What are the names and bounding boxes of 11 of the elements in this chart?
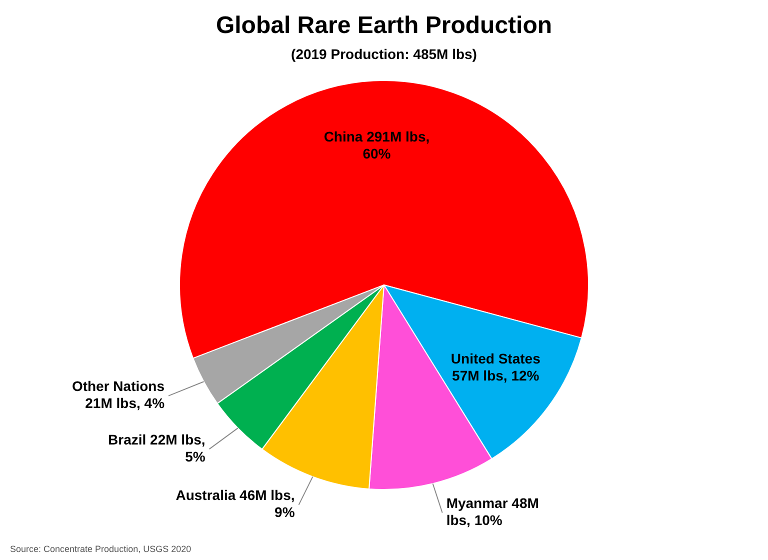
data-label: 57M lbs, 12% xyxy=(452,367,540,384)
chart-title: Global Rare Earth Production xyxy=(214,12,554,40)
slice-label: United States xyxy=(450,350,541,366)
slice-label: Brazil 22M lbs, 5% xyxy=(108,431,206,464)
data-label: 21M lbs, 4% xyxy=(85,395,166,412)
chart-subtitle: (2019 Production: 485M lbs) xyxy=(290,46,478,62)
slice-label: China 291M lbs, 60% xyxy=(324,128,430,162)
slice-label: Australia 46M lbs, 9% xyxy=(176,487,296,520)
slice-label: Other Nations xyxy=(72,378,165,394)
source-note: Source: Concentrate Production, USGS 2020 xyxy=(10,544,192,554)
slice-label: Myanmar 48M lbs, 10% xyxy=(446,495,539,528)
